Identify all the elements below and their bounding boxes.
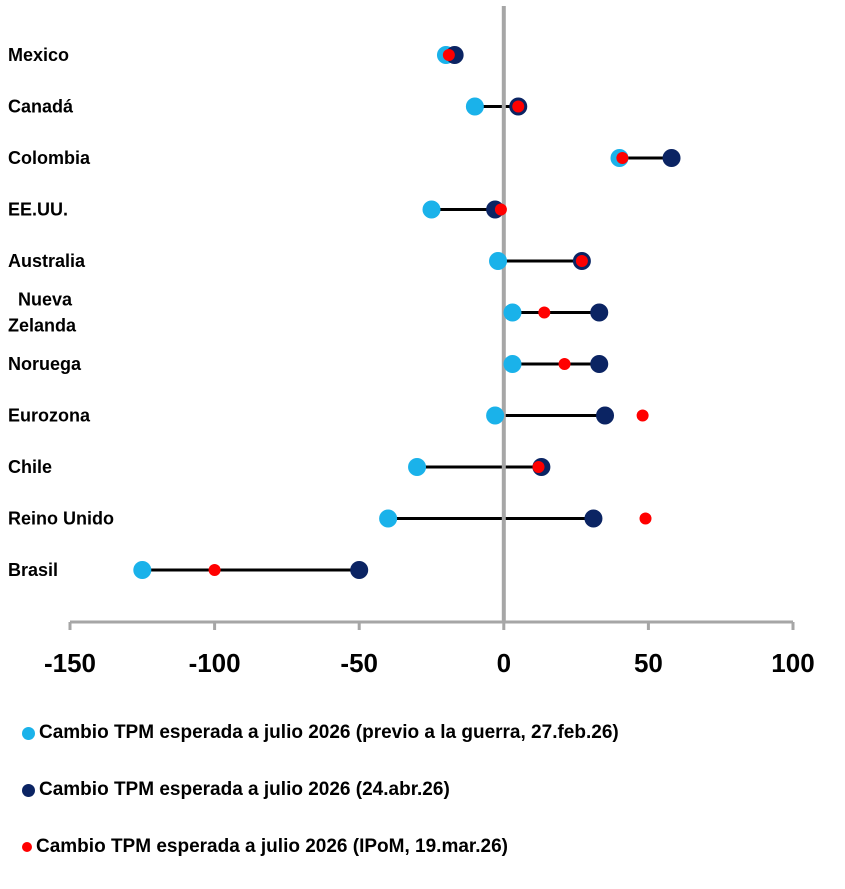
legend-item: Cambio TPM esperada a julio 2026 (24.abr… [22, 775, 845, 805]
category-label: Colombia [8, 148, 91, 168]
category-label: EE.UU. [8, 200, 68, 220]
point-previo-guerra [133, 561, 152, 579]
point-ipom [616, 152, 629, 164]
point-previo-guerra [422, 200, 441, 219]
point-previo-guerra [489, 252, 508, 270]
point-previo-guerra [486, 406, 505, 425]
point-ipom [494, 203, 507, 216]
x-tick-label: 100 [771, 648, 814, 678]
category-label: Eurozona [8, 406, 91, 426]
x-tick-label: 0 [497, 648, 511, 678]
category-label: Brasil [8, 560, 58, 580]
point-ipom [575, 255, 588, 267]
category-label: Australia [8, 251, 86, 271]
category-label: Canadá [8, 97, 74, 117]
point-ipom [639, 512, 652, 525]
point-24-abr [590, 303, 609, 322]
x-tick-label: -100 [189, 648, 241, 678]
legend-item: Cambio TPM esperada a julio 2026 (IPoM, … [22, 832, 845, 862]
category-label: Reino Unido [8, 509, 114, 529]
point-24-abr [662, 149, 681, 167]
category-label: Nueva Zelanda [8, 290, 77, 336]
legend-marker [22, 726, 35, 740]
point-previo-guerra [465, 97, 484, 116]
x-tick-label: -50 [340, 648, 378, 678]
legend-label: Cambio TPM esperada a julio 2026 (previo… [39, 722, 619, 743]
category-label: Chile [8, 457, 52, 477]
x-axis: -150 -100 -50 0 50 100 [44, 620, 815, 678]
legend-label: Cambio TPM esperada a julio 2026 (24.abr… [39, 779, 450, 800]
point-ipom [208, 564, 221, 576]
point-ipom [512, 100, 525, 113]
point-previo-guerra [408, 458, 427, 476]
point-previo-guerra [503, 303, 522, 322]
legend-marker [22, 842, 32, 852]
point-ipom [442, 49, 455, 61]
point-ipom [538, 306, 551, 319]
legend-item: Cambio TPM esperada a julio 2026 (previo… [22, 718, 845, 748]
point-ipom [558, 358, 571, 370]
point-24-abr [596, 406, 615, 425]
data-points [133, 46, 681, 579]
point-ipom [636, 409, 649, 422]
point-ipom [532, 461, 545, 473]
legend-label: Cambio TPM esperada a julio 2026 (IPoM, … [36, 836, 509, 857]
legend: Cambio TPM esperada a julio 2026 (previo… [22, 718, 845, 889]
dumbbell-chart: Mexico Canadá Colombia EE.UU. Australia Nueva… [8, 6, 815, 678]
category-label: Mexico [8, 45, 69, 65]
point-24-abr [350, 561, 369, 579]
point-24-abr [584, 509, 603, 528]
category-label: Noruega [8, 354, 82, 374]
point-24-abr [590, 355, 609, 373]
point-previo-guerra [379, 509, 398, 528]
x-tick-label: 50 [634, 648, 663, 678]
point-previo-guerra [503, 355, 522, 373]
category-labels: Mexico Canadá Colombia EE.UU. Australia Nueva… [8, 45, 114, 580]
x-tick-label: -150 [44, 648, 96, 678]
legend-marker [22, 783, 35, 797]
